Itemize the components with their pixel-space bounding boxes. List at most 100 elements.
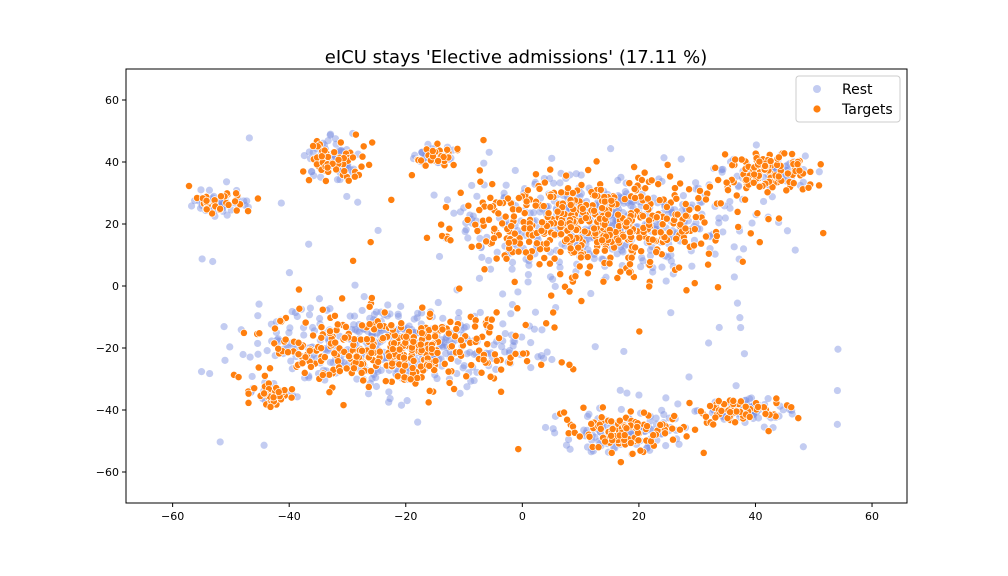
target-point <box>662 203 671 211</box>
rest-point <box>469 212 477 220</box>
target-point <box>531 170 540 179</box>
rest-point <box>551 282 559 291</box>
target-point <box>300 368 309 377</box>
rest-point <box>685 373 693 381</box>
target-point <box>577 297 586 305</box>
rest-point <box>263 347 271 355</box>
rest-point <box>619 248 627 256</box>
target-point <box>681 224 690 233</box>
target-point <box>510 277 519 286</box>
target-point <box>502 254 511 263</box>
rest-point <box>245 134 253 142</box>
target-point <box>472 334 481 343</box>
target-point <box>232 189 241 198</box>
target-point <box>323 163 332 172</box>
rest-point <box>583 412 592 420</box>
target-point <box>620 431 629 440</box>
target-point <box>338 294 347 303</box>
chart-title: eICU stays 'Elective admissions' (17.11 … <box>325 47 707 68</box>
target-point <box>425 361 434 370</box>
rest-point <box>454 314 462 323</box>
rest-point <box>324 137 332 145</box>
target-point <box>656 228 665 237</box>
target-point <box>430 366 439 375</box>
rest-point <box>223 211 231 219</box>
target-point <box>584 166 593 175</box>
rest-point <box>718 166 726 174</box>
target-point <box>482 237 491 246</box>
target-point <box>738 257 747 266</box>
target-point <box>562 171 571 180</box>
rest-point <box>752 141 760 149</box>
target-point <box>741 195 749 204</box>
rest-point <box>664 253 672 261</box>
target-point <box>622 424 631 433</box>
target-point <box>413 374 422 383</box>
target-point <box>557 219 565 228</box>
target-point <box>545 259 554 268</box>
target-point <box>406 375 415 384</box>
rest-point <box>216 438 224 446</box>
rest-point <box>277 199 285 207</box>
target-point <box>342 364 351 373</box>
target-point <box>490 350 499 359</box>
target-point <box>388 359 397 368</box>
target-point <box>676 425 684 434</box>
rest-point <box>732 382 740 390</box>
target-point <box>712 232 721 241</box>
y-tick-label: 20 <box>105 218 119 231</box>
rest-point <box>580 426 588 434</box>
rest-point <box>548 154 556 162</box>
target-point <box>694 194 703 203</box>
target-point <box>526 224 534 233</box>
target-point <box>309 142 318 150</box>
target-point <box>630 184 639 193</box>
rest-point <box>187 202 196 210</box>
target-point <box>387 321 396 330</box>
target-point <box>550 230 559 239</box>
target-point <box>437 220 446 229</box>
rest-point <box>350 321 358 329</box>
target-point <box>663 160 672 169</box>
target-point <box>234 373 243 382</box>
target-point <box>202 205 211 214</box>
target-point <box>607 431 616 440</box>
target-point <box>764 215 773 224</box>
rest-point <box>464 234 472 242</box>
rest-point <box>221 356 229 364</box>
target-point <box>409 356 418 365</box>
target-point <box>704 260 713 269</box>
target-point <box>646 258 655 266</box>
target-point <box>693 204 702 213</box>
rest-point <box>351 325 359 334</box>
target-point <box>444 367 453 376</box>
target-point <box>716 199 725 208</box>
rest-point <box>667 251 675 259</box>
rest-point <box>435 252 444 261</box>
target-point <box>423 233 431 242</box>
target-point <box>244 398 253 407</box>
target-point <box>351 130 360 139</box>
target-point <box>780 149 789 158</box>
rest-point <box>543 348 551 356</box>
target-point <box>514 247 523 256</box>
legend-marker-targets <box>812 104 822 114</box>
y-tick-label: 0 <box>112 280 119 293</box>
rest-point <box>508 258 517 267</box>
rest-point <box>226 343 234 351</box>
target-point <box>254 363 263 372</box>
target-point <box>685 185 694 194</box>
rest-point <box>507 310 515 318</box>
target-point <box>463 215 472 224</box>
target-point <box>819 229 828 238</box>
target-point <box>816 160 825 169</box>
target-point <box>614 210 622 219</box>
target-point <box>750 170 759 179</box>
target-point <box>320 353 329 362</box>
target-point <box>742 175 751 184</box>
rest-point <box>531 308 540 316</box>
target-point <box>464 201 473 210</box>
target-point <box>673 210 682 219</box>
rest-point <box>667 309 675 317</box>
target-point <box>520 209 529 218</box>
